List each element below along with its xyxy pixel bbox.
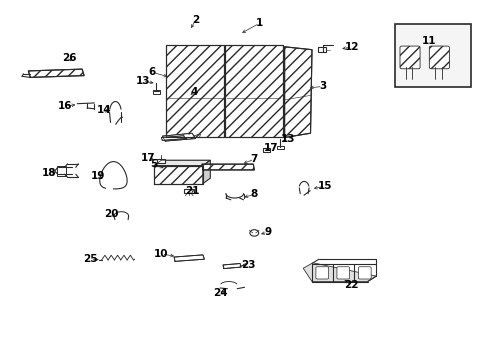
Polygon shape — [223, 264, 241, 269]
Text: 13: 13 — [135, 76, 150, 86]
Bar — [57, 166, 65, 176]
Text: 14: 14 — [96, 105, 111, 115]
Text: 17: 17 — [264, 143, 278, 153]
Polygon shape — [161, 136, 184, 140]
Bar — [263, 148, 269, 152]
FancyBboxPatch shape — [358, 267, 370, 279]
Bar — [394, 24, 470, 87]
FancyBboxPatch shape — [336, 267, 349, 279]
Text: 25: 25 — [83, 254, 98, 264]
Text: 15: 15 — [317, 181, 332, 191]
FancyBboxPatch shape — [399, 46, 419, 69]
Text: 24: 24 — [212, 288, 227, 298]
Text: 17: 17 — [140, 153, 155, 163]
Polygon shape — [162, 133, 195, 141]
Polygon shape — [284, 47, 311, 138]
Text: 4: 4 — [190, 87, 198, 97]
Polygon shape — [174, 255, 204, 261]
Text: 18: 18 — [41, 168, 56, 178]
Text: 26: 26 — [62, 53, 77, 63]
Text: 1: 1 — [255, 18, 262, 28]
Text: 21: 21 — [185, 186, 200, 196]
Bar — [157, 159, 164, 163]
Bar — [184, 189, 194, 193]
Polygon shape — [303, 263, 376, 282]
Text: 16: 16 — [58, 101, 72, 111]
Polygon shape — [154, 166, 203, 184]
Polygon shape — [166, 45, 224, 137]
Text: 10: 10 — [154, 249, 168, 259]
Text: 8: 8 — [250, 189, 257, 199]
Text: 23: 23 — [241, 260, 255, 270]
Text: 6: 6 — [148, 67, 155, 77]
Text: 3: 3 — [319, 81, 325, 91]
Polygon shape — [202, 164, 254, 170]
Polygon shape — [28, 69, 84, 77]
Text: 22: 22 — [343, 280, 358, 291]
Text: 2: 2 — [192, 15, 199, 25]
Text: 9: 9 — [264, 227, 271, 237]
Text: 19: 19 — [90, 171, 105, 181]
FancyBboxPatch shape — [315, 267, 328, 279]
Text: 12: 12 — [344, 42, 359, 52]
FancyBboxPatch shape — [428, 46, 448, 69]
Polygon shape — [203, 160, 210, 184]
Text: 11: 11 — [421, 36, 436, 46]
Polygon shape — [154, 160, 210, 166]
Text: 13: 13 — [281, 134, 295, 144]
Text: 20: 20 — [104, 209, 119, 219]
Bar — [277, 146, 283, 149]
Polygon shape — [224, 45, 282, 137]
Text: 5: 5 — [150, 159, 157, 169]
Text: 7: 7 — [250, 154, 258, 164]
Bar — [153, 90, 160, 94]
Bar — [317, 47, 325, 52]
